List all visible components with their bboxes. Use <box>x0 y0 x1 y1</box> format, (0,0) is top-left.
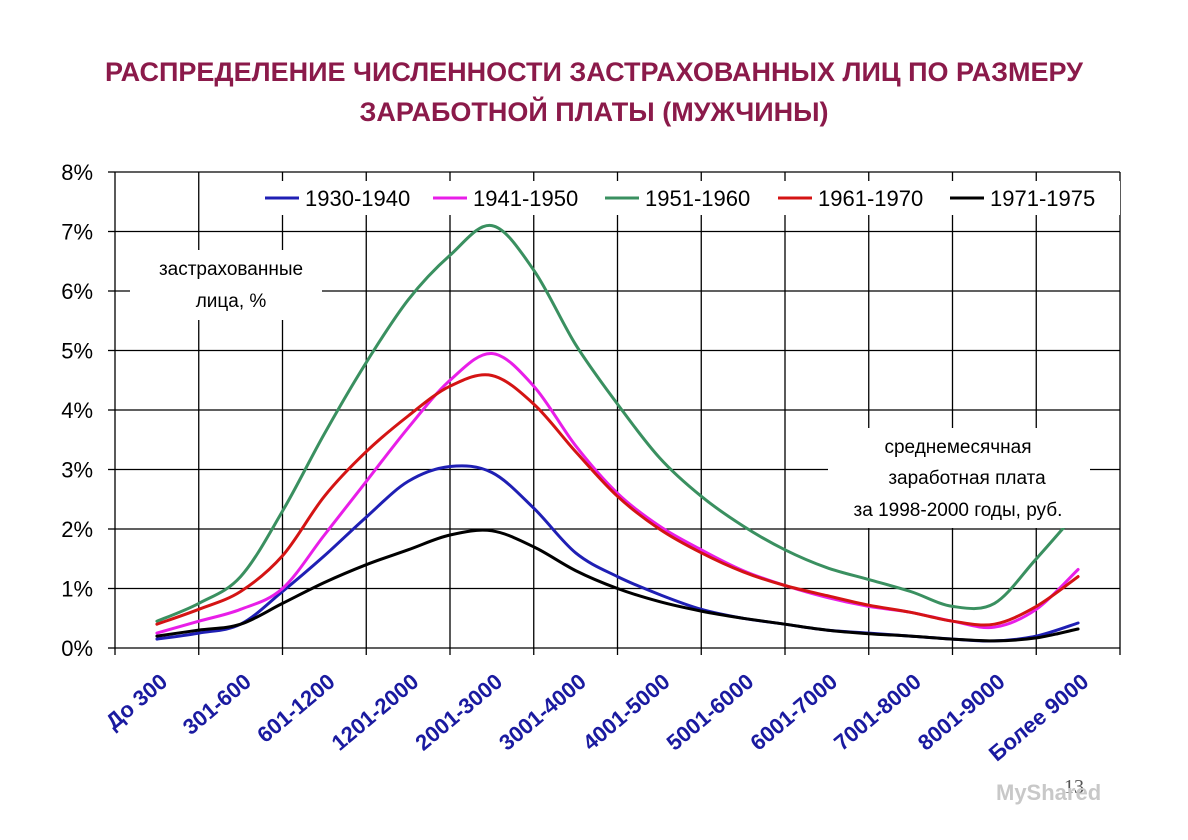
watermark: MyShared <box>996 780 1102 805</box>
xlabel-box <box>828 428 1090 528</box>
series-line-1971-1975 <box>155 528 1080 643</box>
ylabel-box <box>130 250 322 320</box>
series-line-1961-1970 <box>155 373 1080 627</box>
xlabel-line: за 1998-2000 годы, руб. <box>854 500 1063 521</box>
chart-title-line-2: ЗАРАБОТНОЙ ПЛАТЫ (МУЖЧИНЫ) <box>359 97 829 127</box>
x-tick-label: 2001-3000 <box>410 669 507 756</box>
x-tick-label: 301-600 <box>178 669 256 740</box>
x-tick-label: 3001-4000 <box>494 669 591 756</box>
legend-label: 1971-1975 <box>990 186 1095 211</box>
series-line-1951-1960 <box>155 224 1080 623</box>
y-tick-label: 2% <box>61 517 93 542</box>
y-tick-label: 3% <box>61 458 93 483</box>
x-tick-label: 6001-7000 <box>745 669 842 756</box>
y-tick-label: 7% <box>61 220 93 245</box>
legend-label: 1961-1970 <box>818 186 923 211</box>
y-tick-label: 6% <box>61 279 93 304</box>
xlabel-line: среднемесячная <box>884 437 1031 458</box>
y-tick-label: 4% <box>61 398 93 423</box>
chart-title-line-1: РАСПРЕДЕЛЕНИЕ ЧИСЛЕННОСТИ ЗАСТРАХОВАННЫХ… <box>105 57 1083 87</box>
x-tick-label: 7001-8000 <box>829 669 926 756</box>
page-number: 13 <box>1064 776 1084 798</box>
y-tick-label: 0% <box>61 636 93 661</box>
legend-label: 1941-1950 <box>473 186 578 211</box>
x-tick-label: 5001-6000 <box>662 669 759 756</box>
y-tick-label: 5% <box>61 339 93 364</box>
legend-label: 1951-1960 <box>645 186 750 211</box>
y-tick-label: 8% <box>61 160 93 185</box>
ylabel-line: лица, % <box>196 291 267 312</box>
x-tick-label: 1201-2000 <box>327 669 424 756</box>
ylabel-line: застрахованные <box>159 259 303 280</box>
xlabel-line: заработная плата <box>888 468 1046 489</box>
y-tick-label: 1% <box>61 577 93 602</box>
chart-title: РАСПРЕДЕЛЕНИЕ ЧИСЛЕННОСТИ ЗАСТРАХОВАННЫХ… <box>0 52 1188 132</box>
x-tick-label: До 300 <box>101 669 172 735</box>
legend-label: 1930-1940 <box>305 186 410 211</box>
x-tick-label: 4001-5000 <box>578 669 675 756</box>
